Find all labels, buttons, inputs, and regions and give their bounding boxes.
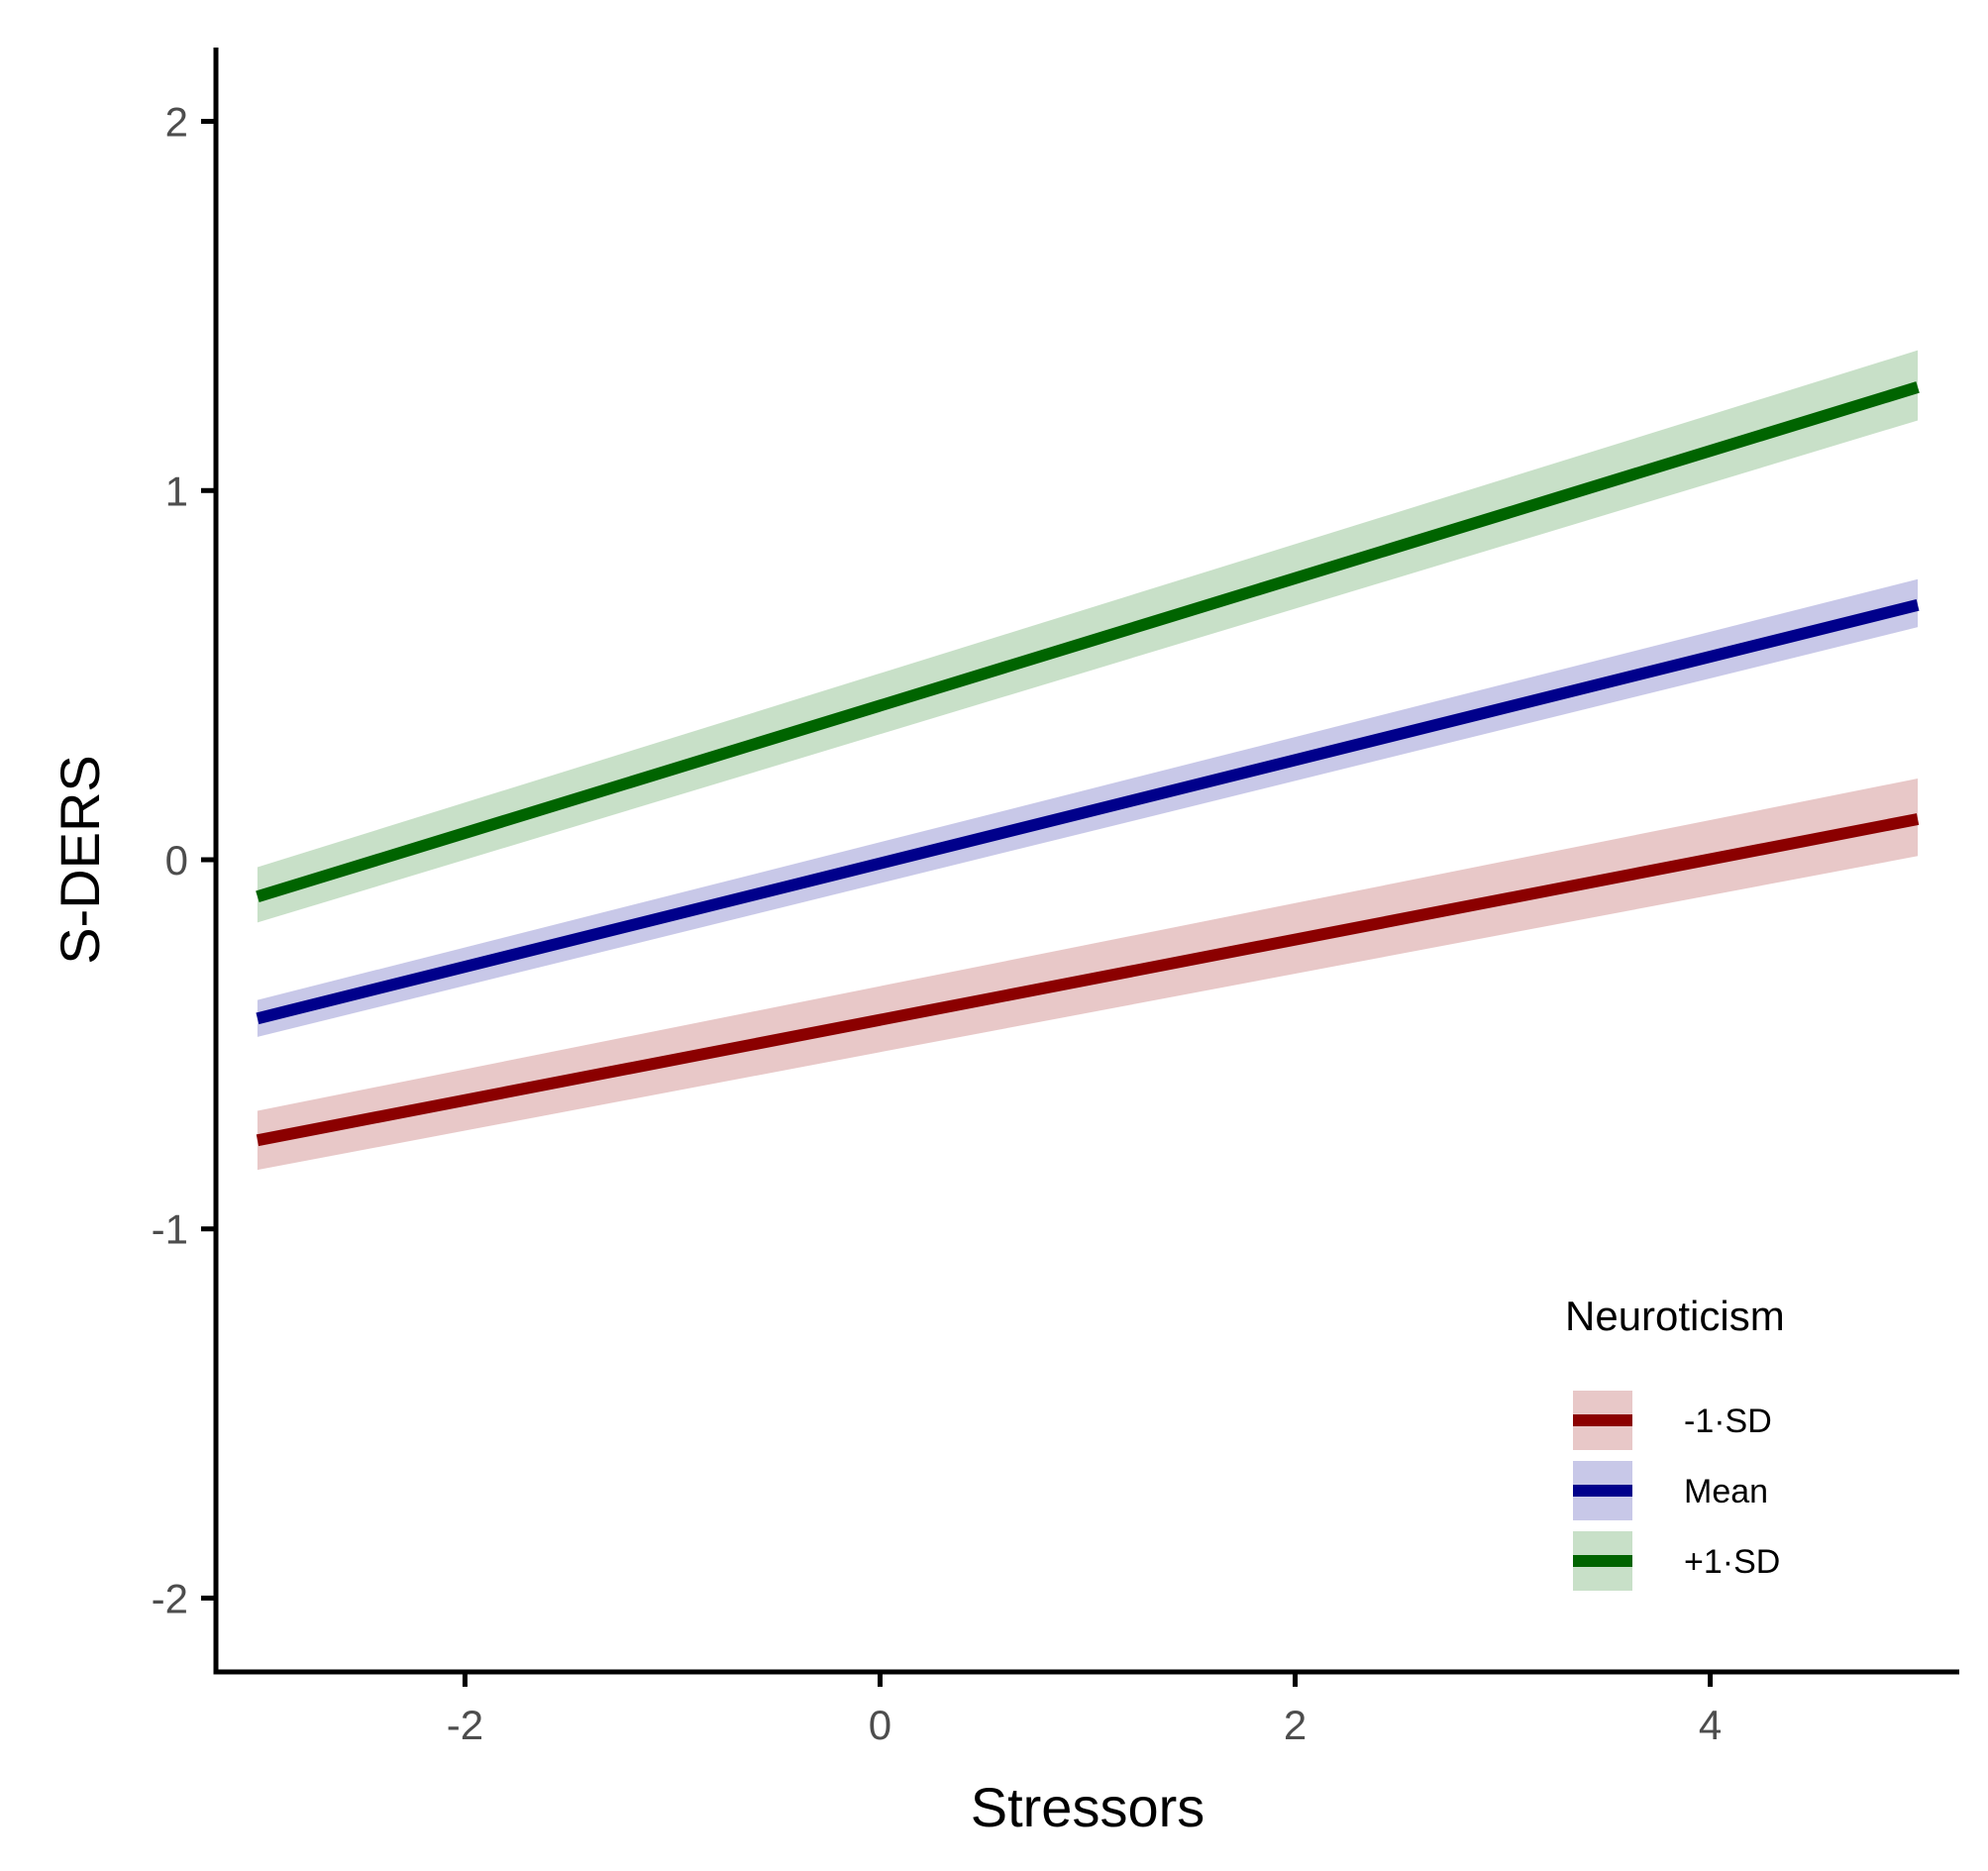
y-tick-label: -2 (152, 1575, 188, 1621)
series-line-plus-1sd (256, 381, 1920, 903)
series-lines (256, 381, 1920, 1147)
legend-item-plus-1sd: +1·SD (1573, 1531, 1780, 1591)
x-tick-label: 0 (869, 1702, 891, 1748)
y-axis-title: S-DERS (49, 755, 111, 965)
legend-label: -1·SD (1684, 1403, 1772, 1440)
y-tick-label: 1 (165, 468, 188, 514)
y-tick-label: 2 (165, 99, 188, 146)
y-axis-ticks: -2 -1 0 1 2 (152, 99, 216, 1621)
legend-label: Mean (1684, 1473, 1768, 1510)
legend: Neuroticism -1·SD Mean +1·SD (1565, 1293, 1785, 1591)
legend-title: Neuroticism (1565, 1293, 1785, 1339)
x-tick-label: 2 (1284, 1702, 1307, 1748)
x-axis-ticks: -2 0 2 4 (447, 1672, 1722, 1748)
legend-items: -1·SD Mean +1·SD (1573, 1391, 1780, 1591)
legend-label: +1·SD (1684, 1543, 1780, 1581)
y-tick-label: -1 (152, 1206, 188, 1253)
series-line-minus-1sd (256, 813, 1920, 1147)
confidence-bands (257, 350, 1919, 1171)
x-axis-title: Stressors (971, 1776, 1205, 1838)
x-tick-label: 4 (1699, 1702, 1722, 1748)
axes: -2 -1 0 1 2 -2 0 2 4 (152, 48, 1959, 1748)
legend-item-mean: Mean (1573, 1461, 1768, 1520)
legend-item-minus-1sd: -1·SD (1573, 1391, 1772, 1450)
series-line-mean (256, 598, 1920, 1025)
y-tick-label: 0 (165, 837, 188, 884)
x-tick-label: -2 (447, 1702, 483, 1748)
